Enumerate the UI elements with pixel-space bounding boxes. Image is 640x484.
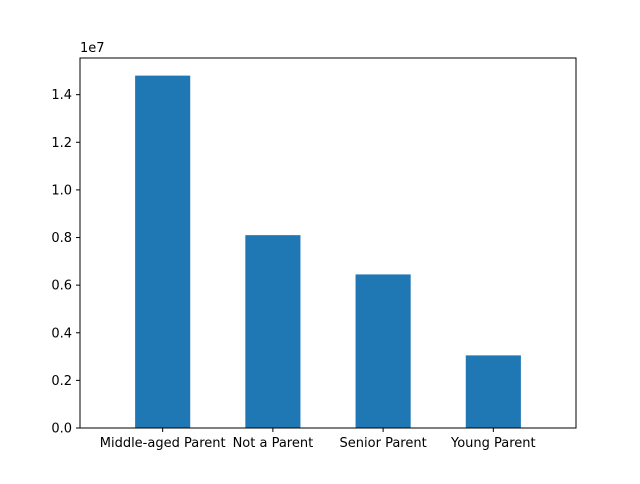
plot-frame [79,57,577,429]
x-tick-label: Senior Parent [340,436,427,451]
bar-senior-parent [355,274,411,428]
y-tick-label: 0.4 [51,326,72,341]
y-tick-label: 0.6 [51,279,72,294]
y-axis: 0.0 0.2 0.4 0.6 0.8 1.0 1.2 1.4 [51,88,80,437]
bar-young-parent [465,355,521,428]
y-tick-label: 1.4 [51,88,72,103]
x-tick-label: Young Parent [450,436,536,451]
bars-layer [135,75,521,428]
y-tick-label: 0.8 [51,231,72,246]
y-tick-label: 1.2 [51,136,72,151]
bar-middle-aged-parent [135,75,191,428]
y-axis-scale-label: 1e7 [80,41,105,56]
bar-not-a-parent [245,235,301,428]
y-tick-label: 0.0 [51,422,72,437]
x-tick-label: Middle-aged Parent [100,436,226,451]
y-tick-label: 1.0 [51,183,72,198]
y-tick-label: 0.2 [51,374,72,389]
x-axis: Middle-aged Parent Not a Parent Senior Par… [100,428,536,451]
x-tick-label: Not a Parent [233,436,314,451]
